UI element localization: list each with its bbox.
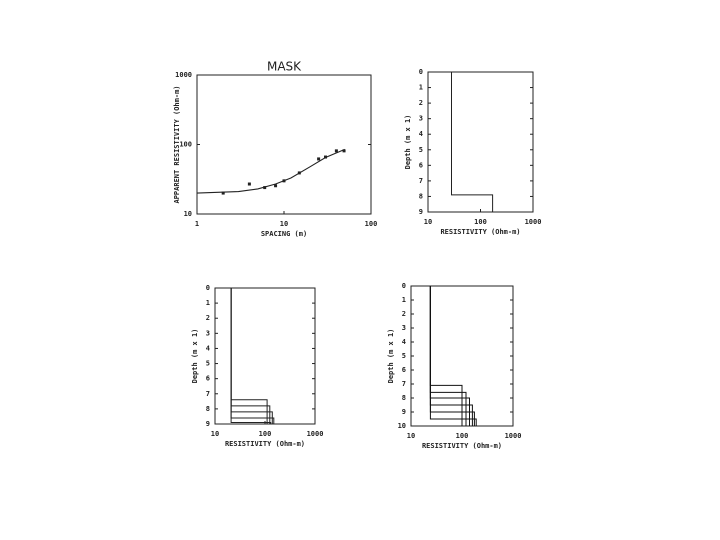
model-profile bbox=[230, 288, 271, 424]
data-point bbox=[334, 149, 338, 153]
data-point bbox=[263, 186, 267, 190]
y-tick-label: 0 bbox=[419, 68, 423, 76]
x-tick-label: 1000 bbox=[505, 432, 522, 440]
y-tick-label: 8 bbox=[419, 192, 423, 200]
fit-curve bbox=[196, 148, 346, 194]
x-tick-label: 100 bbox=[365, 220, 378, 228]
y-tick-label: 6 bbox=[419, 161, 423, 169]
y-tick-label: 5 bbox=[402, 352, 406, 360]
y-tick-label: 2 bbox=[419, 99, 423, 107]
y-tick-label: 100 bbox=[179, 141, 192, 149]
y-tick-label: 10 bbox=[184, 210, 192, 218]
plot-frame bbox=[427, 71, 534, 213]
y-tick-label: 3 bbox=[206, 329, 210, 337]
x-tick-label: 10 bbox=[280, 220, 288, 228]
y-tick-label: 10 bbox=[398, 422, 406, 430]
y-tick-label: 4 bbox=[206, 344, 210, 352]
y-tick-label: 7 bbox=[419, 177, 423, 185]
y-tick-label: 3 bbox=[402, 324, 406, 332]
y-tick-label: 1000 bbox=[175, 71, 192, 79]
model-profile bbox=[429, 286, 473, 426]
y-tick-label: 9 bbox=[419, 208, 423, 216]
x-tick-label: 1 bbox=[195, 220, 199, 228]
data-point bbox=[247, 182, 251, 186]
y-tick-label: 7 bbox=[402, 380, 406, 388]
y-tick-label: 4 bbox=[419, 130, 423, 138]
model-profile bbox=[451, 72, 494, 212]
x-tick-label: 10 bbox=[407, 432, 415, 440]
model-profile bbox=[429, 286, 477, 426]
y-tick-label: 2 bbox=[402, 310, 406, 318]
x-tick-label: 10 bbox=[211, 430, 219, 438]
x-tick-label: 1000 bbox=[525, 218, 542, 226]
y-tick-label: 0 bbox=[402, 282, 406, 290]
x-tick-label: 1000 bbox=[307, 430, 324, 438]
data-point bbox=[274, 184, 278, 188]
chart-title: MASK bbox=[267, 60, 302, 74]
y-tick-label: 8 bbox=[206, 405, 210, 413]
y-tick-label: 1 bbox=[402, 296, 406, 304]
y-tick-label: 4 bbox=[402, 338, 406, 346]
data-point bbox=[317, 157, 321, 161]
x-tick-label: 100 bbox=[474, 218, 487, 226]
x-tick-label: 100 bbox=[456, 432, 469, 440]
x-tick-label: 100 bbox=[259, 430, 272, 438]
y-axis-label: Depth (m x 1) bbox=[404, 115, 412, 170]
y-tick-label: 9 bbox=[206, 420, 210, 428]
y-tick-label: 7 bbox=[206, 390, 210, 398]
plot-frame bbox=[214, 287, 316, 425]
y-tick-label: 1 bbox=[419, 84, 423, 92]
x-axis-label: RESISTIVITY (Ohm-m) bbox=[440, 228, 520, 236]
y-tick-label: 3 bbox=[419, 115, 423, 123]
data-point bbox=[221, 191, 225, 195]
x-axis-label: RESISTIVITY (Ohm-m) bbox=[225, 440, 305, 448]
y-axis-label: APPARENT RESISTIVITY (Ohm-m) bbox=[173, 85, 181, 203]
y-axis-label: Depth (m x 1) bbox=[191, 329, 199, 384]
y-tick-label: 2 bbox=[206, 314, 210, 322]
data-point bbox=[342, 149, 346, 153]
y-tick-label: 5 bbox=[419, 146, 423, 154]
model-profile bbox=[230, 288, 268, 424]
y-tick-label: 9 bbox=[402, 408, 406, 416]
y-tick-label: 6 bbox=[402, 366, 406, 374]
model-profile bbox=[230, 288, 273, 424]
y-tick-label: 0 bbox=[206, 284, 210, 292]
x-axis-label: RESISTIVITY (Ohm-m) bbox=[422, 442, 502, 450]
y-tick-label: 6 bbox=[206, 375, 210, 383]
y-tick-label: 1 bbox=[206, 299, 210, 307]
model-profile bbox=[230, 288, 272, 424]
y-tick-label: 8 bbox=[402, 394, 406, 402]
x-tick-label: 10 bbox=[424, 218, 432, 226]
y-axis-label: Depth (m x 1) bbox=[387, 329, 395, 384]
x-axis-label: SPACING (m) bbox=[261, 230, 307, 238]
y-tick-label: 5 bbox=[206, 360, 210, 368]
